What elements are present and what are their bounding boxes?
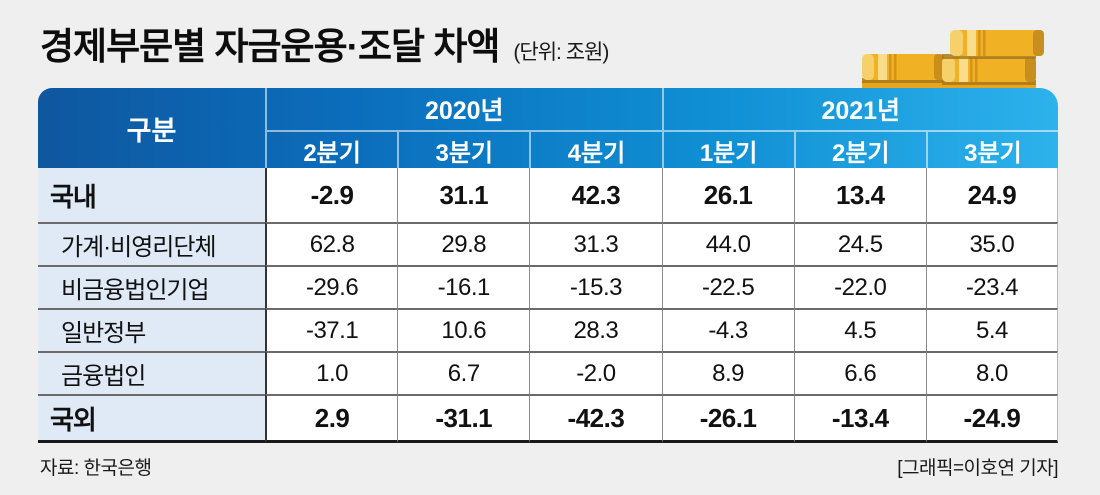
table-cell: 28.3 xyxy=(529,308,662,351)
year-header-2021: 2021년 xyxy=(661,88,1059,130)
quarter-header: 1분기 xyxy=(661,130,794,168)
table-cell: 42.3 xyxy=(529,168,662,222)
table-cell: 35.0 xyxy=(925,222,1058,265)
quarter-header: 3분기 xyxy=(925,130,1058,168)
table-cell: -29.6 xyxy=(265,265,398,308)
table-cell: 5.4 xyxy=(925,308,1058,351)
data-table: 구분 2020년 2021년 2분기 3분기 4분기 1분기 2분기 3분기 국… xyxy=(38,88,1058,443)
row-label-nonfinancial-corps: 비금융법인기업 xyxy=(38,265,265,308)
table-cell: -37.1 xyxy=(265,308,398,351)
table-cell: 62.8 xyxy=(265,222,398,265)
table-cell: -22.5 xyxy=(661,265,794,308)
quarter-header: 2분기 xyxy=(265,130,398,168)
unit-label: (단위: 조원) xyxy=(513,41,609,64)
table-cell: 10.6 xyxy=(397,308,530,351)
table-cell: 29.8 xyxy=(397,222,530,265)
table-cell: -31.1 xyxy=(397,394,530,443)
table-cell: 26.1 xyxy=(661,168,794,222)
row-label-overseas: 국외 xyxy=(38,394,265,443)
table-cell: -4.3 xyxy=(661,308,794,351)
credit-label: [그래픽=이호연 기자] xyxy=(897,458,1058,479)
quarter-header: 3분기 xyxy=(397,130,530,168)
table-cell: -15.3 xyxy=(529,265,662,308)
table-cell: 8.9 xyxy=(661,351,794,394)
table-cell: -16.1 xyxy=(397,265,530,308)
table-cell: 31.3 xyxy=(529,222,662,265)
title-row: 경제부문별 자금운용·조달 차액 (단위: 조원) xyxy=(40,16,870,70)
table-cell: 4.5 xyxy=(793,308,926,351)
table-cell: 44.0 xyxy=(661,222,794,265)
table-cell: 2.9 xyxy=(265,394,398,443)
table-cell: -2.0 xyxy=(529,351,662,394)
table-cell: 8.0 xyxy=(925,351,1058,394)
corner-header: 구분 xyxy=(126,115,177,146)
coin-stacks-icon xyxy=(858,12,1058,94)
table-header-background xyxy=(38,88,1058,168)
table-cell: -42.3 xyxy=(529,394,662,443)
table-grid: 구분 2020년 2021년 2분기 3분기 4분기 1분기 2분기 3분기 국… xyxy=(38,88,1058,443)
row-label-households: 가계·비영리단체 xyxy=(38,222,265,265)
table-cell: 24.9 xyxy=(925,168,1058,222)
table-cell: 24.5 xyxy=(793,222,926,265)
table-cell: -26.1 xyxy=(661,394,794,443)
table-cell: -22.0 xyxy=(793,265,926,308)
table-cell: -2.9 xyxy=(265,168,398,222)
table-cell: 6.7 xyxy=(397,351,530,394)
source-label: 자료: 한국은행 xyxy=(40,458,152,479)
page-title: 경제부문별 자금운용·조달 차액 xyxy=(40,26,500,67)
table-cell: -24.9 xyxy=(925,394,1058,443)
quarter-header: 2분기 xyxy=(793,130,926,168)
table-cell: 13.4 xyxy=(793,168,926,222)
table-cell: -23.4 xyxy=(925,265,1058,308)
footer: 자료: 한국은행 [그래픽=이호연 기자] xyxy=(40,453,1058,480)
table-cell: 31.1 xyxy=(397,168,530,222)
row-label-domestic: 국내 xyxy=(38,168,265,222)
quarter-header: 4분기 xyxy=(529,130,662,168)
row-label-financial-corps: 금융법인 xyxy=(38,351,265,394)
table-cell: 6.6 xyxy=(793,351,926,394)
table-cell: 1.0 xyxy=(265,351,398,394)
table-cell: -13.4 xyxy=(793,394,926,443)
year-header-2020: 2020년 xyxy=(265,88,662,130)
row-label-government: 일반정부 xyxy=(38,308,265,351)
